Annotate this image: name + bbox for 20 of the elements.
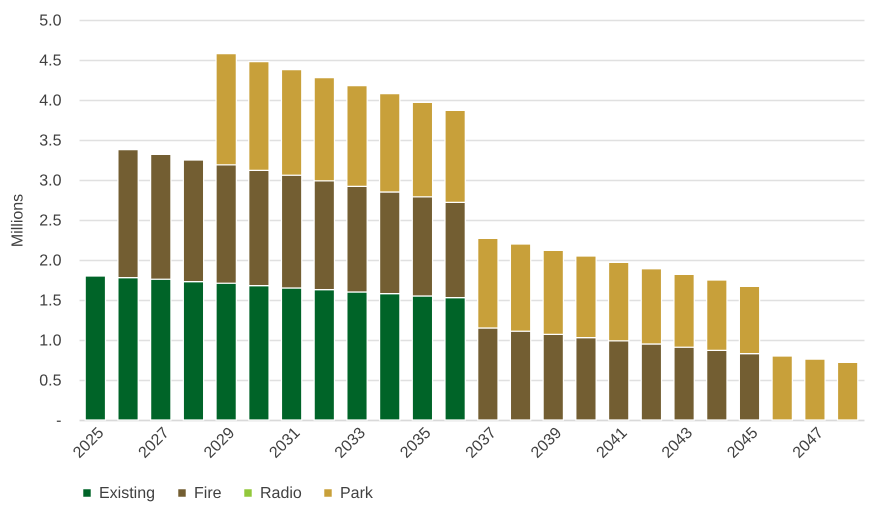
y-tick-label: 2.0 xyxy=(39,252,62,270)
bar xyxy=(84,275,106,421)
y-tick-label: 3.0 xyxy=(39,172,62,190)
legend-label: Fire xyxy=(194,485,222,502)
bar xyxy=(836,362,858,421)
y-tick-label: 1.0 xyxy=(39,332,62,350)
y-tick-label: 5.0 xyxy=(39,12,62,30)
y-tick-label: 1.5 xyxy=(39,292,62,310)
y-axis-title: Millions xyxy=(9,194,26,248)
bar xyxy=(771,355,793,421)
bar xyxy=(804,358,826,421)
legend-label: Existing xyxy=(99,485,156,502)
legend-label: Radio xyxy=(260,485,302,502)
y-tick-label: 4.0 xyxy=(39,92,62,110)
y-tick-label: 4.5 xyxy=(39,52,62,70)
y-tick-label: - xyxy=(56,412,62,430)
y-tick-label: 2.5 xyxy=(39,212,62,230)
y-tick-label: 3.5 xyxy=(39,132,62,150)
legend-label: Park xyxy=(340,485,374,502)
y-tick-label: 0.5 xyxy=(39,372,62,390)
